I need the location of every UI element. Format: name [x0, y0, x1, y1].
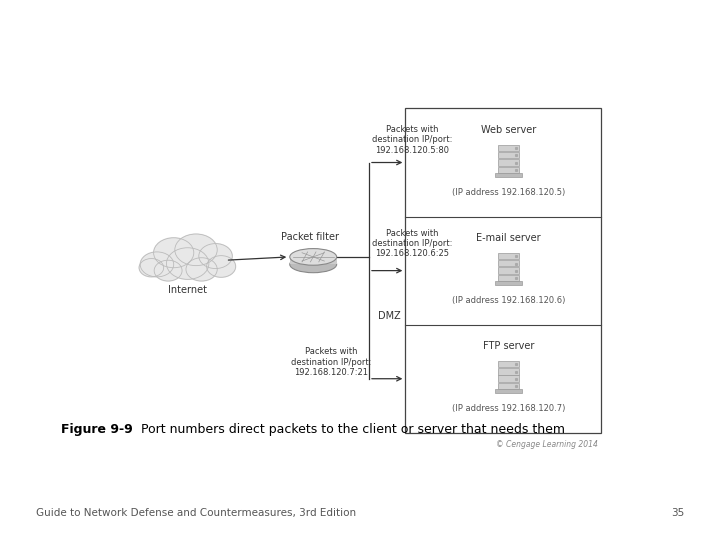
FancyBboxPatch shape: [498, 375, 519, 382]
Circle shape: [175, 234, 217, 266]
Circle shape: [153, 238, 194, 268]
Text: DMZ: DMZ: [378, 310, 401, 321]
Text: Packets with
destination IP/port:
192.168.120.7:21: Packets with destination IP/port: 192.16…: [291, 347, 372, 377]
FancyBboxPatch shape: [498, 253, 519, 259]
Text: Internet: Internet: [168, 285, 207, 295]
Circle shape: [186, 258, 217, 281]
FancyBboxPatch shape: [498, 159, 519, 166]
Bar: [405, 109, 600, 433]
Circle shape: [140, 252, 174, 277]
Text: (IP address 192.168.120.7): (IP address 192.168.120.7): [452, 404, 565, 413]
Text: Web server: Web server: [481, 125, 536, 135]
FancyBboxPatch shape: [498, 145, 519, 151]
FancyBboxPatch shape: [495, 281, 522, 285]
FancyBboxPatch shape: [495, 389, 522, 393]
Text: © Cengage Learning 2014: © Cengage Learning 2014: [496, 440, 598, 449]
Text: FTP server: FTP server: [483, 341, 534, 352]
Circle shape: [199, 244, 233, 268]
FancyBboxPatch shape: [495, 173, 522, 177]
Circle shape: [154, 260, 182, 281]
Text: Guide to Network Defense and Countermeasures, 3rd Edition: Guide to Network Defense and Countermeas…: [36, 508, 356, 518]
Circle shape: [166, 248, 209, 279]
Text: (IP address 192.168.120.6): (IP address 192.168.120.6): [452, 296, 565, 305]
FancyBboxPatch shape: [498, 152, 519, 158]
FancyBboxPatch shape: [498, 368, 519, 375]
Ellipse shape: [289, 256, 337, 273]
FancyBboxPatch shape: [498, 361, 519, 367]
Circle shape: [139, 259, 163, 277]
Text: Packet filter: Packet filter: [282, 232, 339, 242]
Circle shape: [207, 255, 235, 277]
Text: Figure 9-9: Figure 9-9: [61, 423, 133, 436]
Ellipse shape: [289, 248, 337, 265]
FancyBboxPatch shape: [498, 267, 519, 274]
FancyBboxPatch shape: [498, 275, 519, 281]
Bar: [289, 257, 337, 265]
Text: Port numbers direct packets to the client or server that needs them: Port numbers direct packets to the clien…: [137, 423, 564, 436]
Text: E-mail server: E-mail server: [476, 233, 541, 243]
FancyBboxPatch shape: [498, 166, 519, 173]
Text: (IP address 192.168.120.5): (IP address 192.168.120.5): [452, 188, 565, 197]
FancyBboxPatch shape: [498, 383, 519, 389]
Text: Packets with
destination IP/port:
192.168.120.6:25: Packets with destination IP/port: 192.16…: [372, 229, 452, 259]
Text: Packets with
destination IP/port:
192.168.120.5:80: Packets with destination IP/port: 192.16…: [372, 125, 452, 154]
Text: 35: 35: [671, 508, 684, 518]
FancyBboxPatch shape: [498, 260, 519, 266]
